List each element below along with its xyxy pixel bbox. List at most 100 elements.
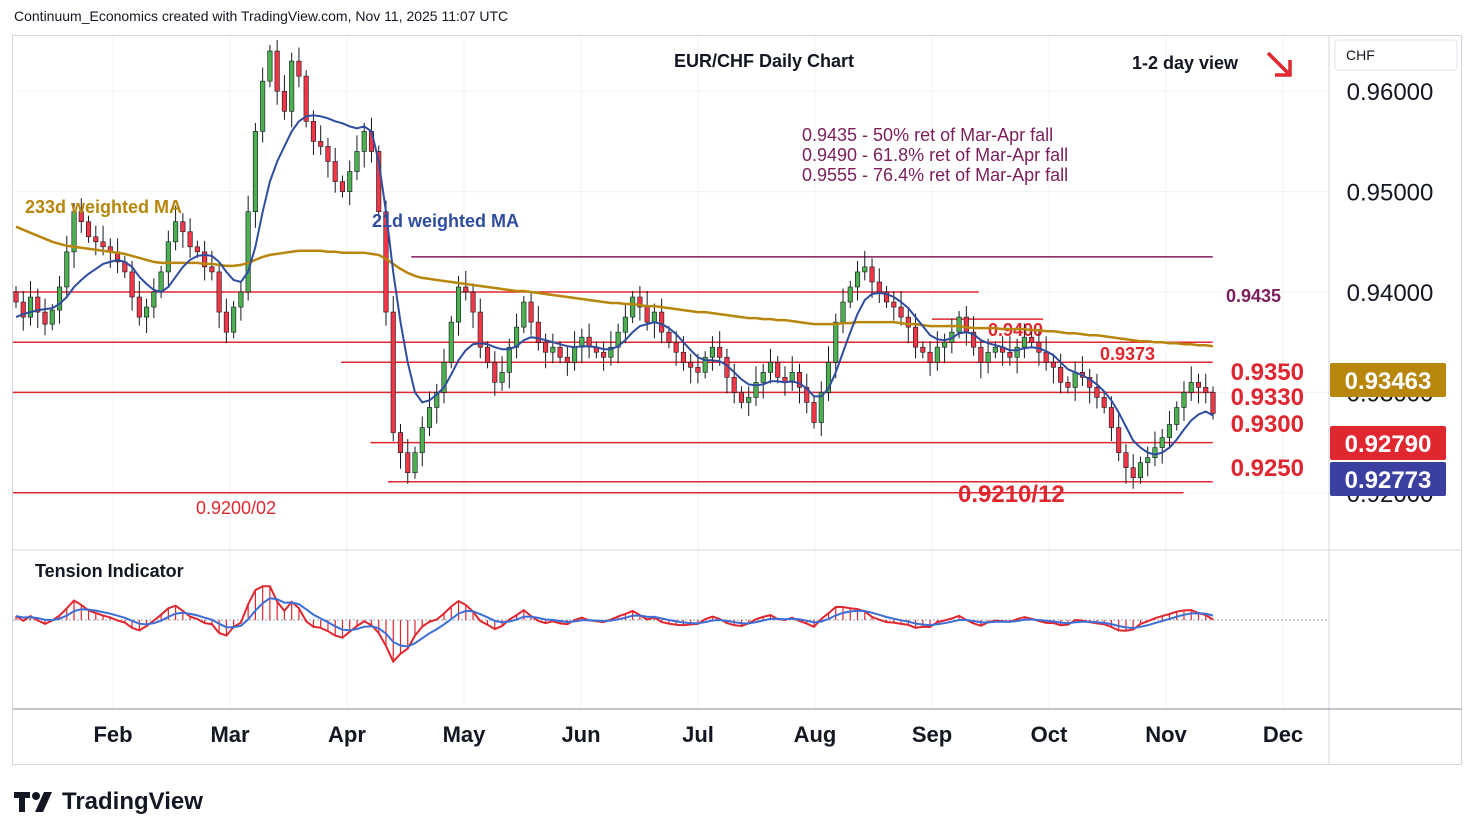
candle-body [216,271,222,313]
retracement-note-2: 0.9490 - 61.8% ret of Mar-Apr fall [802,145,1068,165]
ma233-label: 233d weighted MA [25,197,182,217]
candle-body [709,346,715,358]
candle [318,125,324,155]
ma21-label: 21d weighted MA [372,211,519,231]
candle [564,346,570,376]
candle-body [310,121,316,142]
candle-body [419,427,425,453]
candle-body [1203,387,1209,393]
candle-body [180,221,186,233]
candle-body [992,346,998,353]
level-label: 0.9435 [1226,286,1281,306]
candle-body [557,346,563,358]
x-tick-label: Aug [794,722,837,747]
candle [659,298,665,344]
candle-body [1123,452,1129,468]
candle-body [572,346,578,363]
candle [42,298,48,336]
candle-body [601,351,607,358]
candle-body [499,372,505,383]
candle-body [818,392,824,423]
level-label: 0.9300 [1231,411,1304,438]
tradingview-logo[interactable]: TradingView [14,788,203,816]
candle [709,336,715,371]
candle-body [202,251,208,268]
candle [187,218,193,258]
candle-body [296,60,302,77]
candle [550,333,556,364]
candle-body [347,171,353,192]
candle-body [405,452,411,474]
candle [695,353,701,384]
candle [622,303,628,344]
candle [405,439,411,484]
candle-body [651,311,657,323]
candle-body [441,361,447,393]
candle-body [702,356,708,373]
candle-body [1130,467,1136,479]
ma-layer [15,114,1214,456]
candle [927,341,933,376]
candle [651,303,657,339]
candle [1050,353,1056,384]
candle-body [1145,457,1151,463]
candle-body [767,361,774,373]
candle-body [905,316,911,328]
candle [245,195,251,301]
candle [1210,386,1216,420]
candle-body [325,146,331,162]
candle-body [738,392,744,403]
candle [129,260,135,311]
candle-body [267,50,273,82]
candle-body [1116,427,1122,453]
candle [347,160,353,206]
candle [913,313,919,359]
candle-body [717,346,723,358]
candle-body [528,301,534,323]
currency-box[interactable] [1334,39,1458,71]
candle-body [492,361,498,383]
candle-body [1152,447,1158,458]
candle-body [637,296,643,308]
x-tick-label: Nov [1145,722,1187,747]
candle [325,137,331,178]
candle-body [521,301,527,328]
candle-body [913,326,919,348]
candle [13,285,19,309]
x-tick-label: Apr [328,722,366,747]
candle-body [934,346,940,363]
candle-body [1007,351,1013,358]
retracement-note-3: 0.9555 - 76.4% ret of Mar-Apr fall [802,165,1068,185]
candle [767,348,774,384]
candle-body [339,181,345,192]
brand-name: TradingView [62,788,203,815]
candle-body [1021,336,1027,348]
candle [978,338,984,379]
candle-body [1072,372,1078,388]
candle [746,386,752,416]
candle [847,280,853,309]
candle [165,230,171,286]
retracement-note-1: 0.9435 - 50% ret of Mar-Apr fall [802,125,1053,145]
candle-body [397,432,404,453]
candle-body [688,361,694,368]
price-badge: 0.92790 [1330,426,1446,460]
candle [144,298,150,334]
candle [760,363,766,399]
candle-body [42,311,48,325]
candle-body [789,372,795,383]
candle-body [49,309,55,325]
candle-body [854,271,861,288]
candle-body [1029,336,1035,343]
candle-body [1087,377,1093,388]
candle-body [586,336,592,348]
candle-body [644,306,650,323]
candle [869,258,875,299]
candle-body [1210,392,1216,414]
candle [115,238,121,273]
candle [782,366,788,396]
candle-body [1014,346,1020,358]
candle [274,40,280,105]
candle [528,290,534,336]
